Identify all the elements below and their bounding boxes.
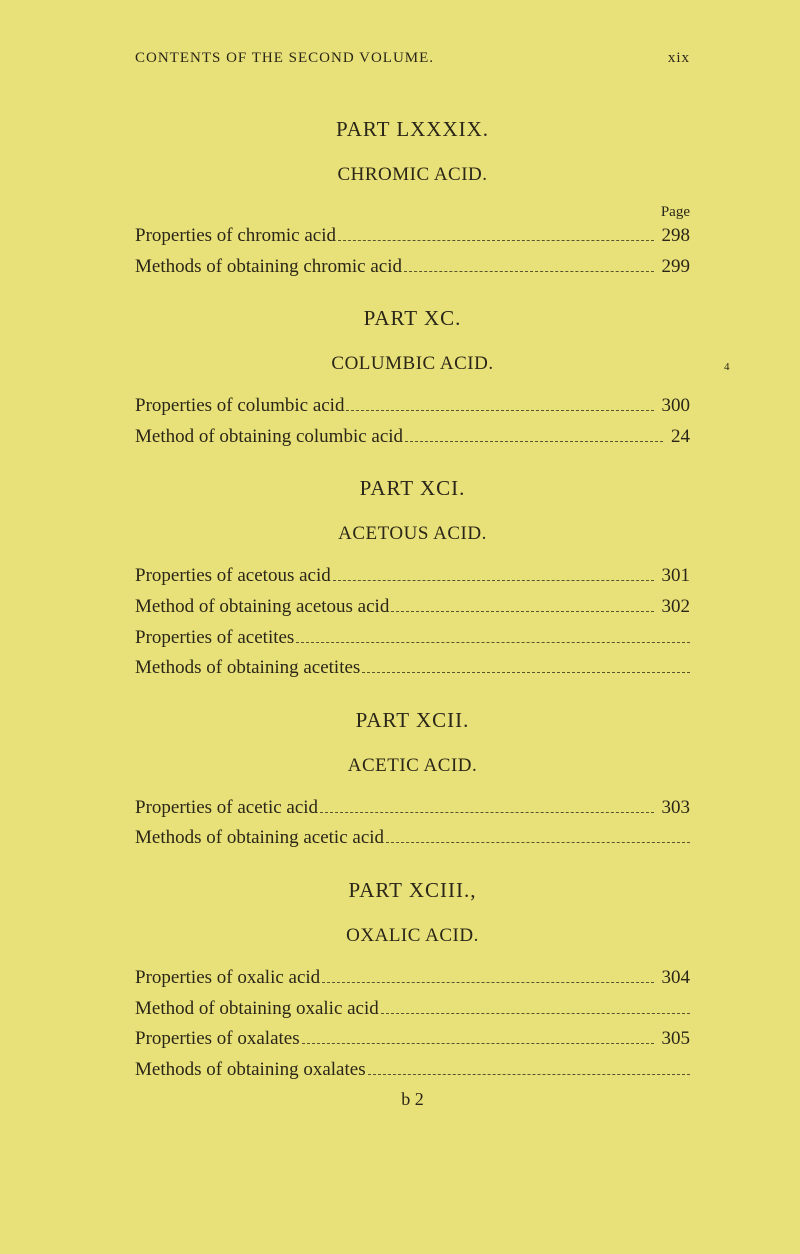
toc-entry: Properties of acetous acid 301 <box>135 563 690 590</box>
entry-leader-dots <box>333 580 654 581</box>
subject-title: CHROMIC ACID. <box>135 164 690 186</box>
side-mark: 4 <box>724 361 730 373</box>
entry-leader-dots <box>386 842 690 843</box>
entry-leader-dots <box>362 672 690 673</box>
entry-text: Properties of acetites <box>135 625 294 652</box>
part-title: PART XCI. <box>135 476 690 501</box>
running-header: CONTENTS OF THE SECOND VOLUME. xix <box>135 50 690 67</box>
subject-title: ACETOUS ACID. <box>135 523 690 545</box>
entry-leader-dots <box>322 982 653 983</box>
entry-leader-dots <box>368 1074 690 1075</box>
entry-leader-dots <box>302 1043 654 1044</box>
entry-leader-dots <box>296 642 690 643</box>
entry-leader-dots <box>320 812 653 813</box>
toc-entry: Properties of chromic acid 298 <box>135 223 690 250</box>
entry-text: Methods of obtaining acetic acid <box>135 825 384 852</box>
entry-text: Properties of chromic acid <box>135 223 336 250</box>
toc-entry: Method of obtaining oxalic acid <box>135 996 690 1023</box>
toc-entry: Methods of obtaining oxalates <box>135 1057 690 1084</box>
header-title: CONTENTS OF THE SECOND VOLUME. <box>135 50 434 67</box>
entry-page-number: 24 <box>667 424 690 451</box>
toc-entry: Properties of oxalic acid 304 <box>135 965 690 992</box>
entry-page-number: 301 <box>658 563 691 590</box>
entry-text: Method of obtaining acetous acid <box>135 594 389 621</box>
entry-text: Properties of oxalic acid <box>135 965 320 992</box>
toc-entry: Properties of acetites <box>135 625 690 652</box>
part-title: PART XCII. <box>135 708 690 733</box>
toc-entry: Methods of obtaining chromic acid 299 <box>135 254 690 281</box>
entry-text: Properties of acetous acid <box>135 563 331 590</box>
entry-text: Method of obtaining columbic acid <box>135 424 403 451</box>
entry-page-number: 303 <box>658 795 691 822</box>
subject-title: OXALIC ACID. <box>135 925 690 947</box>
entry-text: Properties of acetic acid <box>135 795 318 822</box>
toc-entry: Method of obtaining acetous acid 302 <box>135 594 690 621</box>
entry-leader-dots <box>346 410 653 411</box>
toc-entry: Methods of obtaining acetic acid <box>135 825 690 852</box>
toc-entry: Properties of columbic acid 300 <box>135 393 690 420</box>
part-title: PART XCIII., <box>135 878 690 903</box>
toc-entry: Methods of obtaining acetites <box>135 655 690 682</box>
subject-title: COLUMBIC ACID.4 <box>135 353 690 375</box>
toc-entry: Method of obtaining columbic acid 24 <box>135 424 690 451</box>
entry-page-number: 300 <box>658 393 691 420</box>
entry-leader-dots <box>405 441 663 442</box>
entry-text: Methods of obtaining chromic acid <box>135 254 402 281</box>
subject-title: ACETIC ACID. <box>135 755 690 777</box>
entry-leader-dots <box>404 271 654 272</box>
entry-page-number: 299 <box>658 254 691 281</box>
part-title: PART XC. <box>135 306 690 331</box>
entry-leader-dots <box>338 240 653 241</box>
signature-mark: b 2 <box>135 1089 690 1110</box>
entry-page-number: 305 <box>658 1026 691 1053</box>
entry-leader-dots <box>381 1013 690 1014</box>
entry-text: Methods of obtaining acetites <box>135 655 360 682</box>
entry-page-number: 298 <box>658 223 691 250</box>
entry-text: Method of obtaining oxalic acid <box>135 996 379 1023</box>
part-title: PART LXXXIX. <box>135 117 690 142</box>
entry-text: Methods of obtaining oxalates <box>135 1057 366 1084</box>
entry-page-number: 302 <box>658 594 691 621</box>
toc-content: PART LXXXIX. CHROMIC ACID. Page Properties … <box>135 117 690 1083</box>
entry-text: Properties of oxalates <box>135 1026 300 1053</box>
toc-entry: Properties of oxalates 305 <box>135 1026 690 1053</box>
page-column-label: Page <box>135 204 690 221</box>
entry-leader-dots <box>391 611 653 612</box>
entry-page-number: 304 <box>658 965 691 992</box>
entry-text: Properties of columbic acid <box>135 393 344 420</box>
header-page-number: xix <box>668 50 690 67</box>
toc-entry: Properties of acetic acid 303 <box>135 795 690 822</box>
